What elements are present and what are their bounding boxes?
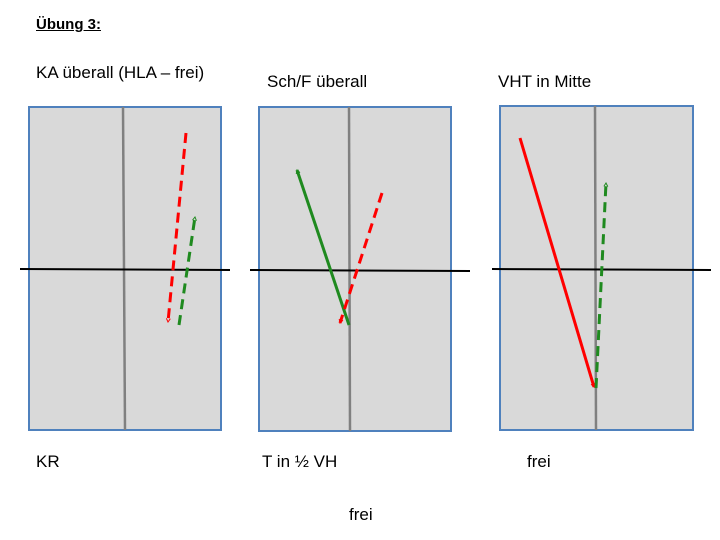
exercise-1-bottom-label: KR	[36, 452, 60, 471]
arena-2-midline	[249, 269, 471, 272]
footer-label: frei	[349, 505, 373, 524]
exercise-3-top-label: VHT in Mitte	[498, 72, 592, 91]
arena-2-field	[258, 106, 452, 432]
arena-3-center-line	[593, 105, 598, 431]
arena-3	[491, 105, 712, 431]
exercise-2-top-label: Sch/F überall	[267, 72, 368, 91]
exercise-title: Übung 3:	[36, 16, 101, 33]
exercise-3-bottom-label: frei	[527, 452, 551, 471]
arena-1	[19, 106, 231, 431]
arena-1-green-dashed-arrow	[177, 216, 197, 326]
exercise-1-top-label: KA überall (HLA – frei)	[36, 63, 205, 82]
arena-3-red-solid-arrow	[518, 137, 596, 388]
arena-2-green-solid-arrow	[295, 169, 351, 326]
exercise-2-bottom-label: T in ½ VH	[262, 452, 338, 471]
arena-2-center-line	[347, 106, 352, 432]
arena-2-red-dashed-arrow	[338, 192, 384, 324]
arena-1-midline	[19, 268, 231, 271]
arena-2	[249, 106, 471, 432]
arena-3-green-dashed-arrow	[594, 181, 609, 389]
